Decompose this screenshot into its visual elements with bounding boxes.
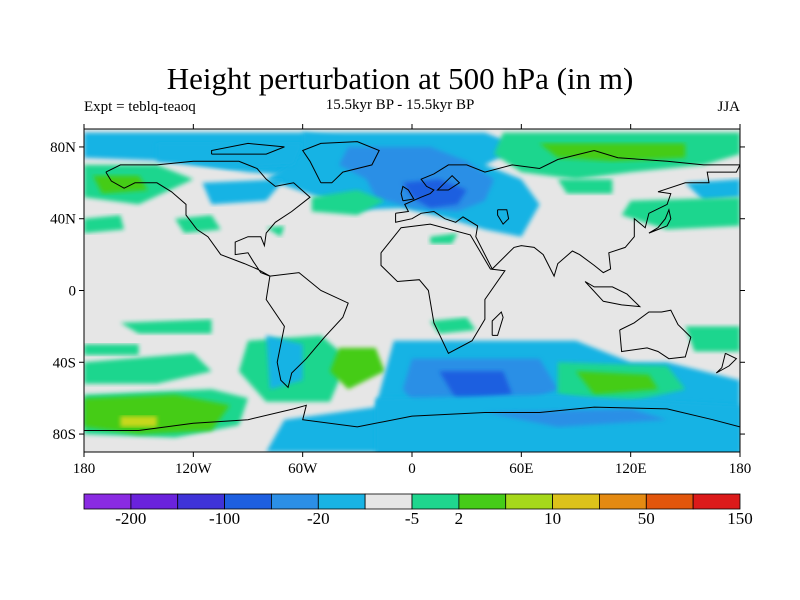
anomaly-region-11 bbox=[311, 190, 385, 216]
lat-tick-label: 40S bbox=[53, 355, 76, 371]
coastline-greenland bbox=[301, 141, 380, 184]
lon-tick-label: 60E bbox=[509, 461, 533, 477]
colorbar-box bbox=[645, 493, 694, 510]
coastline-caspian bbox=[497, 209, 510, 225]
period-label: 15.5kyr BP - 15.5kyr BP bbox=[325, 97, 475, 113]
coastline-australia bbox=[619, 309, 692, 360]
figure-title: Height perturbation at 500 hPa (in m) bbox=[166, 61, 634, 96]
coastline-scandinavia-bay bbox=[436, 175, 461, 191]
anomaly-region-24 bbox=[330, 347, 385, 390]
coastline-japan bbox=[648, 208, 672, 234]
colorbar-box bbox=[552, 493, 600, 510]
colorbar-label: -20 bbox=[306, 509, 330, 528]
anomaly-region-31 bbox=[430, 317, 476, 334]
colorbar bbox=[83, 493, 741, 510]
coastline-north-america bbox=[105, 160, 311, 277]
anomaly-region-19 bbox=[84, 353, 212, 384]
lon-tick-label: 60W bbox=[288, 461, 318, 477]
colorbar-box bbox=[458, 493, 507, 510]
lat-tick-label: 80N bbox=[50, 140, 76, 156]
anomaly-region-14 bbox=[84, 215, 125, 234]
anomaly-region-6 bbox=[685, 179, 740, 201]
coastline-indonesia bbox=[584, 281, 642, 308]
colorbar-box bbox=[505, 493, 554, 510]
anomaly-region-15 bbox=[266, 225, 285, 237]
anomaly-region-27 bbox=[439, 371, 513, 402]
anomaly-region-13 bbox=[621, 197, 740, 230]
coastlines bbox=[84, 141, 740, 431]
coastline-africa bbox=[380, 223, 506, 354]
lon-tick-label: 120W bbox=[175, 461, 213, 477]
anomaly-region-4 bbox=[156, 143, 303, 169]
colorbar-label: 2 bbox=[454, 509, 464, 528]
map-plot-area bbox=[84, 129, 740, 452]
coastline-madagascar bbox=[491, 311, 504, 336]
coastline-new-zealand bbox=[715, 352, 738, 374]
lon-tick-label: 180 bbox=[729, 461, 752, 477]
colorbar-box bbox=[224, 493, 272, 510]
anomaly-region-17 bbox=[557, 179, 613, 194]
lon-tick-label: 120E bbox=[615, 461, 647, 477]
colorbar-box bbox=[177, 493, 225, 510]
lat-tick-label: 40N bbox=[50, 212, 76, 228]
contour-fields bbox=[84, 132, 740, 452]
anomaly-region-22 bbox=[84, 344, 139, 356]
colorbar-box bbox=[692, 493, 741, 510]
lat-tick-label: 0 bbox=[69, 284, 77, 300]
colorbar-label: -100 bbox=[208, 509, 241, 528]
coastline-arctic-islands bbox=[211, 142, 285, 155]
colorbar-label: -5 bbox=[404, 509, 420, 528]
anomaly-region-10 bbox=[93, 175, 148, 194]
experiment-label: Expt = teblq-teaoq bbox=[84, 99, 196, 115]
lon-tick-label: 180 bbox=[73, 461, 96, 477]
anomaly-region-3 bbox=[402, 179, 467, 208]
colorbar-box bbox=[599, 493, 647, 510]
colorbar-box bbox=[130, 493, 179, 510]
anomaly-region-5 bbox=[202, 179, 285, 205]
anomaly-region-35 bbox=[484, 408, 668, 427]
anomaly-region-16 bbox=[430, 233, 458, 244]
anomaly-region-32 bbox=[120, 319, 212, 334]
anomaly-region-33 bbox=[685, 326, 740, 352]
coastline-eurasia bbox=[395, 149, 740, 278]
lon-tick-label: 0 bbox=[408, 461, 416, 477]
lat-tick-label: 80S bbox=[53, 427, 76, 443]
colorbar-box bbox=[364, 493, 413, 510]
colorbar-label: 10 bbox=[544, 509, 562, 528]
coastline-antarctica bbox=[84, 404, 740, 431]
anomaly-region-21 bbox=[120, 416, 157, 427]
colorbar-box bbox=[317, 493, 366, 510]
colorbar-box bbox=[83, 493, 132, 510]
coastline-south-america bbox=[265, 272, 349, 389]
colorbar-label: 50 bbox=[637, 509, 655, 528]
axis-ticks: 180 120W 60W 0 60E 120E 180 80N 40N 0 40S 80S bbox=[50, 124, 751, 477]
anomaly-region-30 bbox=[576, 371, 658, 395]
coastline-britain bbox=[400, 185, 415, 202]
colorbar-box bbox=[270, 493, 319, 510]
anomaly-region-8 bbox=[539, 143, 686, 162]
colorbar-box bbox=[411, 493, 460, 510]
season-label: JJA bbox=[717, 99, 740, 115]
anomaly-region-12 bbox=[175, 215, 221, 234]
colorbar-label: -200 bbox=[115, 509, 147, 528]
colorbar-label: 150 bbox=[727, 509, 753, 528]
anomaly-region-28 bbox=[266, 335, 303, 390]
